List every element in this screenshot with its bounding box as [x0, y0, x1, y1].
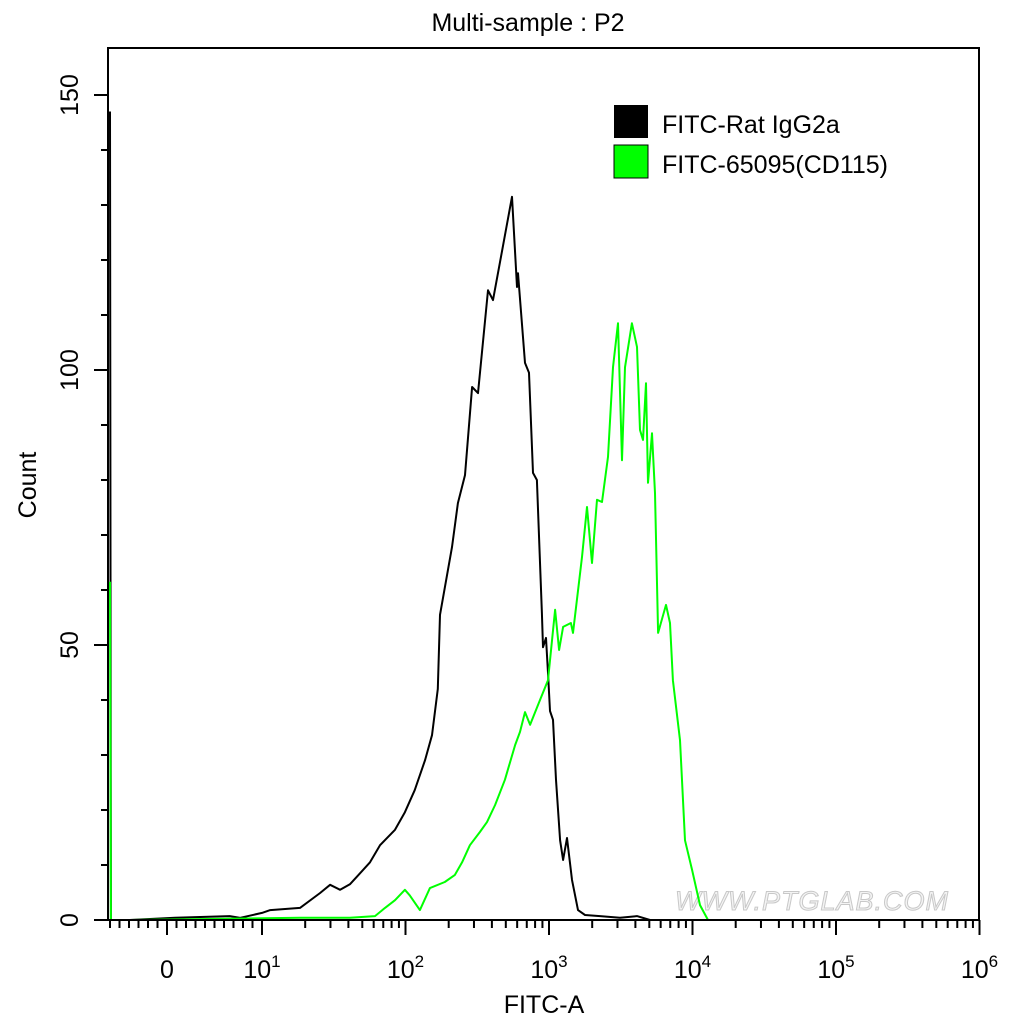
legend-label-isotype: FITC-Rat IgG2a: [662, 111, 840, 139]
y-tick-label: 50: [56, 631, 84, 659]
x-axis-label: FITC-A: [504, 991, 585, 1019]
legend-label-cd115: FITC-65095(CD115): [662, 151, 888, 179]
legend-swatch-cd115: [613, 144, 649, 179]
plot-frame: [107, 47, 980, 921]
y-tick-label: 100: [56, 349, 84, 391]
y-tick-label: 0: [56, 913, 84, 927]
legend-swatch-isotype: [614, 105, 648, 138]
x-tick-exponent: 5: [845, 952, 854, 971]
x-tick-label: 0: [160, 956, 174, 984]
series-layer: [109, 111, 709, 921]
x-tick-label: 103: [530, 952, 567, 984]
x-tick-exponent: 4: [702, 952, 711, 971]
x-tick-exponent: 1: [271, 952, 280, 971]
y-axis-label: Count: [14, 452, 42, 519]
series-line-1: [109, 322, 709, 921]
x-tick-exponent: 3: [558, 952, 567, 971]
x-tick-label: 105: [817, 952, 854, 984]
chart-title: Multi-sample : P2: [431, 9, 624, 37]
x-tick-label: 102: [387, 952, 424, 984]
x-tick-label: 104: [674, 952, 711, 984]
x-tick-label: 101: [243, 952, 280, 984]
axis-layer: 0 101 102 103 104 105 106 0 50 100 150: [56, 74, 998, 984]
y-tick-label: 150: [56, 74, 84, 116]
x-tick-exponent: 6: [989, 952, 998, 971]
x-tick-exponent: 2: [415, 952, 424, 971]
series-line-0: [109, 111, 651, 921]
watermark: WWW.PTGLAB.COM: [675, 886, 949, 916]
legend: FITC-Rat IgG2a FITC-65095(CD115): [613, 105, 888, 179]
x-tick-label: 106: [961, 952, 998, 984]
